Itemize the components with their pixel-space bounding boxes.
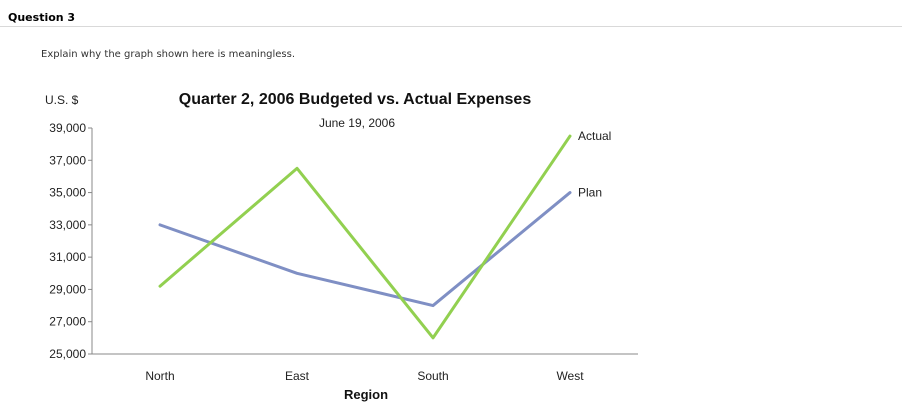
question-prompt: Explain why the graph shown here is mean… bbox=[41, 49, 296, 60]
series-label-actual: Actual bbox=[578, 129, 611, 143]
y-tick-label: 39,000 bbox=[49, 121, 86, 135]
y-tick-label: 35,000 bbox=[49, 186, 86, 200]
y-tick-label: 31,000 bbox=[49, 250, 86, 264]
x-tick-label: West bbox=[556, 369, 584, 383]
series-line-actual bbox=[158, 134, 572, 340]
y-tick-label: 29,000 bbox=[49, 282, 86, 296]
question-title: Question 3 bbox=[8, 11, 76, 24]
y-axis-title: U.S. $ bbox=[45, 93, 79, 107]
question-header: Question 3 bbox=[0, 0, 902, 27]
y-tick-label: 27,000 bbox=[49, 315, 86, 329]
y-tick-label: 37,000 bbox=[49, 153, 86, 167]
series-label-plan: Plan bbox=[578, 186, 602, 200]
x-tick-label: East bbox=[285, 369, 310, 383]
x-tick-label: South bbox=[417, 369, 448, 383]
x-axis-title: Region bbox=[344, 387, 388, 402]
y-tick-label: 33,000 bbox=[49, 218, 86, 232]
y-tick-label: 25,000 bbox=[49, 347, 86, 361]
series-line-plan bbox=[158, 191, 572, 308]
x-tick-label: North bbox=[145, 369, 174, 383]
chart-title: Quarter 2, 2006 Budgeted vs. Actual Expe… bbox=[179, 91, 532, 108]
chart-subtitle: June 19, 2006 bbox=[319, 116, 395, 130]
